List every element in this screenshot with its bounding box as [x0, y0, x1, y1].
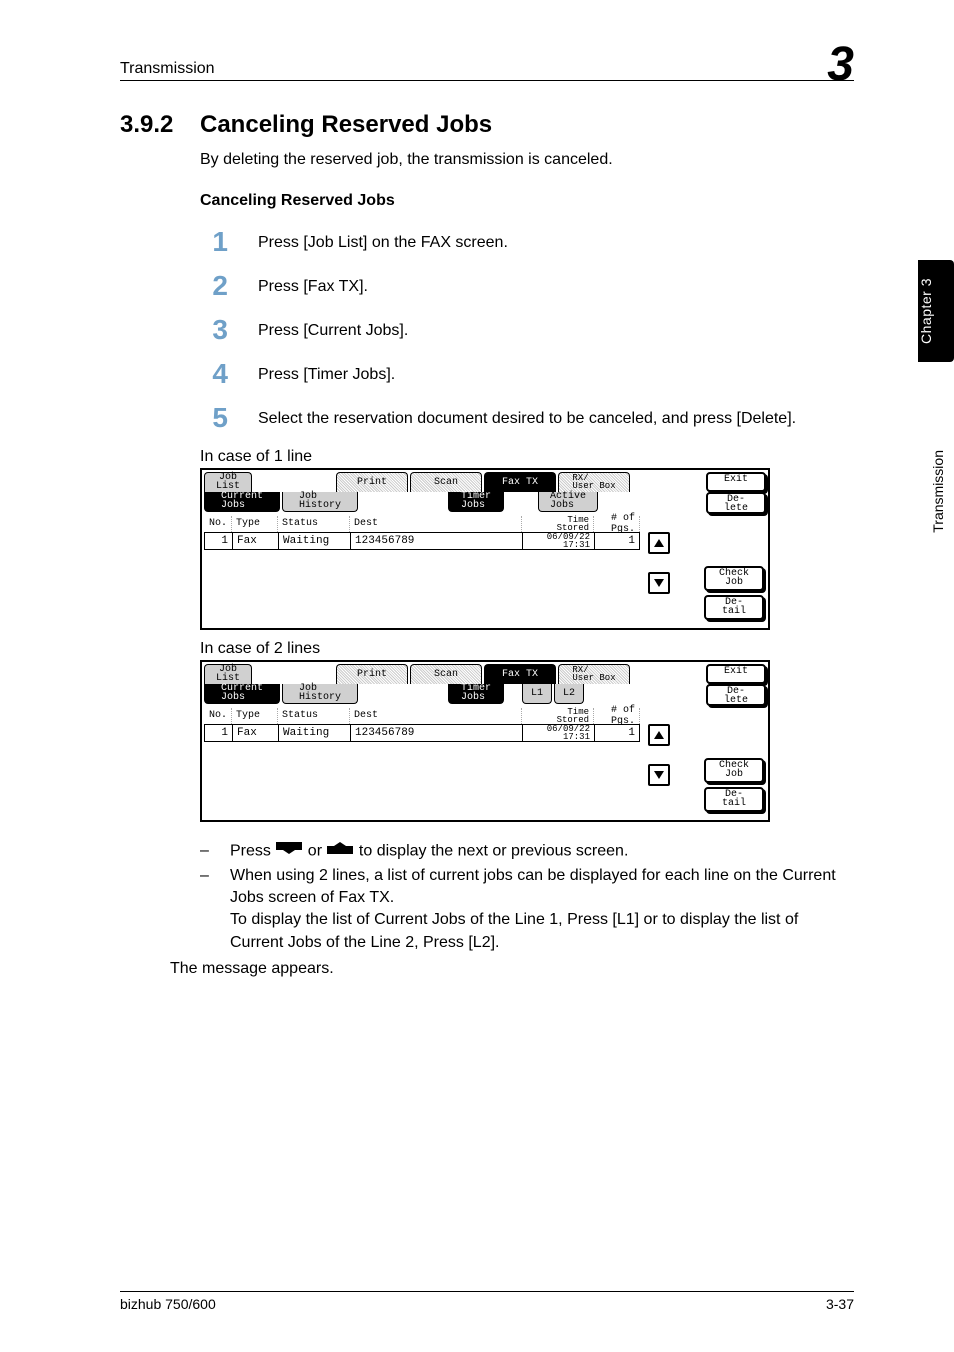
cell-no: 1: [204, 724, 232, 742]
tab-print[interactable]: Print: [336, 664, 408, 684]
exit-button[interactable]: Exit: [706, 472, 766, 492]
note-line: Press or to display the next or previous…: [230, 840, 628, 863]
tab-rxuserbox[interactable]: RX/ User Box: [558, 664, 630, 684]
tab-current-jobs[interactable]: Current Jobs: [204, 492, 280, 512]
table-row[interactable]: 1 Fax Waiting 123456789 06/09/22 17:31 1: [204, 724, 766, 742]
header-section: Transmission: [120, 60, 215, 78]
tab-faxtx[interactable]: Fax TX: [484, 472, 556, 492]
tab-joblist[interactable]: Job List: [204, 664, 252, 684]
step-number: 2: [200, 272, 228, 300]
chapter-sidetab: Chapter 3: [918, 260, 954, 362]
cell-dest: 123456789: [350, 724, 522, 742]
note-line: The message appears.: [170, 958, 854, 980]
footer-right: 3-37: [826, 1296, 854, 1312]
section-title: Canceling Reserved Jobs: [200, 111, 492, 139]
col-status: Status: [278, 516, 350, 532]
step-number: 1: [200, 228, 228, 256]
intro-paragraph: By deleting the reserved job, the transm…: [200, 149, 854, 171]
bullet-dash: –: [200, 865, 214, 955]
step-text: Press [Current Jobs].: [258, 316, 854, 344]
cell-type: Fax: [232, 532, 278, 550]
delete-button[interactable]: De- lete: [706, 684, 766, 706]
tab-active-jobs[interactable]: Active Jobs: [538, 492, 598, 512]
exit-button[interactable]: Exit: [706, 664, 766, 684]
note-line: When using 2 lines, a list of current jo…: [230, 865, 854, 955]
step-text: Press [Job List] on the FAX screen.: [258, 228, 854, 256]
tab-timer-jobs[interactable]: Timer Jobs: [448, 684, 504, 704]
step-number: 5: [200, 404, 228, 432]
tab-print[interactable]: Print: [336, 472, 408, 492]
col-dest: Dest: [350, 516, 522, 532]
col-time: Time Stored: [522, 708, 594, 724]
scroll-up-button[interactable]: [648, 532, 670, 554]
step-text: Press [Fax TX].: [258, 272, 854, 300]
tab-l2[interactable]: L2: [554, 684, 584, 704]
cell-pgs: 1: [594, 532, 640, 550]
check-job-button[interactable]: Check Job: [704, 758, 764, 783]
arrow-down-icon: [275, 840, 303, 862]
footer-left: bizhub 750/600: [120, 1296, 216, 1312]
panel2: Job List Print Scan Fax TX RX/ User Box …: [200, 660, 770, 822]
step-text: Press [Timer Jobs].: [258, 360, 854, 388]
table-row[interactable]: 1 Fax Waiting 123456789 06/09/22 17:31 1: [204, 532, 766, 550]
tab-rxuserbox[interactable]: RX/ User Box: [558, 472, 630, 492]
arrow-up-icon: [326, 840, 354, 862]
col-type: Type: [232, 708, 278, 724]
cell-status: Waiting: [278, 724, 350, 742]
col-no: No.: [204, 516, 232, 532]
panel1-caption: In case of 1 line: [200, 448, 854, 466]
subheading: Canceling Reserved Jobs: [200, 192, 854, 210]
col-time: Time Stored: [522, 516, 594, 532]
cell-pgs: 1: [594, 724, 640, 742]
col-type: Type: [232, 516, 278, 532]
detail-button[interactable]: De- tail: [704, 595, 764, 620]
cell-time: 06/09/22 17:31: [522, 724, 594, 742]
scroll-down-button[interactable]: [648, 572, 670, 594]
col-no: No.: [204, 708, 232, 724]
bullet-dash: –: [200, 840, 214, 863]
detail-button[interactable]: De- tail: [704, 787, 764, 812]
tab-scan[interactable]: Scan: [410, 472, 482, 492]
tab-scan[interactable]: Scan: [410, 664, 482, 684]
col-pgs: # of Pgs.: [594, 708, 640, 724]
step-number: 3: [200, 316, 228, 344]
delete-button[interactable]: De- lete: [706, 492, 766, 514]
tab-l1[interactable]: L1: [522, 684, 552, 704]
tab-job-history[interactable]: Job History: [282, 492, 358, 512]
scroll-down-button[interactable]: [648, 764, 670, 786]
step-text: Select the reservation document desired …: [258, 404, 854, 432]
cell-no: 1: [204, 532, 232, 550]
cell-status: Waiting: [278, 532, 350, 550]
section-number: 3.9.2: [120, 111, 176, 139]
tab-current-jobs[interactable]: Current Jobs: [204, 684, 280, 704]
step-number: 4: [200, 360, 228, 388]
panel1: Job List Print Scan Fax TX RX/ User Box …: [200, 468, 770, 630]
scroll-up-button[interactable]: [648, 724, 670, 746]
tab-joblist[interactable]: Job List: [204, 472, 252, 492]
side-section-label: Transmission: [930, 450, 946, 533]
check-job-button[interactable]: Check Job: [704, 566, 764, 591]
tab-timer-jobs[interactable]: Timer Jobs: [448, 492, 504, 512]
col-pgs: # of Pgs.: [594, 516, 640, 532]
cell-dest: 123456789: [350, 532, 522, 550]
chapter-number: 3: [827, 46, 854, 84]
col-dest: Dest: [350, 708, 522, 724]
panel2-caption: In case of 2 lines: [200, 640, 854, 658]
cell-type: Fax: [232, 724, 278, 742]
col-status: Status: [278, 708, 350, 724]
tab-job-history[interactable]: Job History: [282, 684, 358, 704]
cell-time: 06/09/22 17:31: [522, 532, 594, 550]
tab-faxtx[interactable]: Fax TX: [484, 664, 556, 684]
